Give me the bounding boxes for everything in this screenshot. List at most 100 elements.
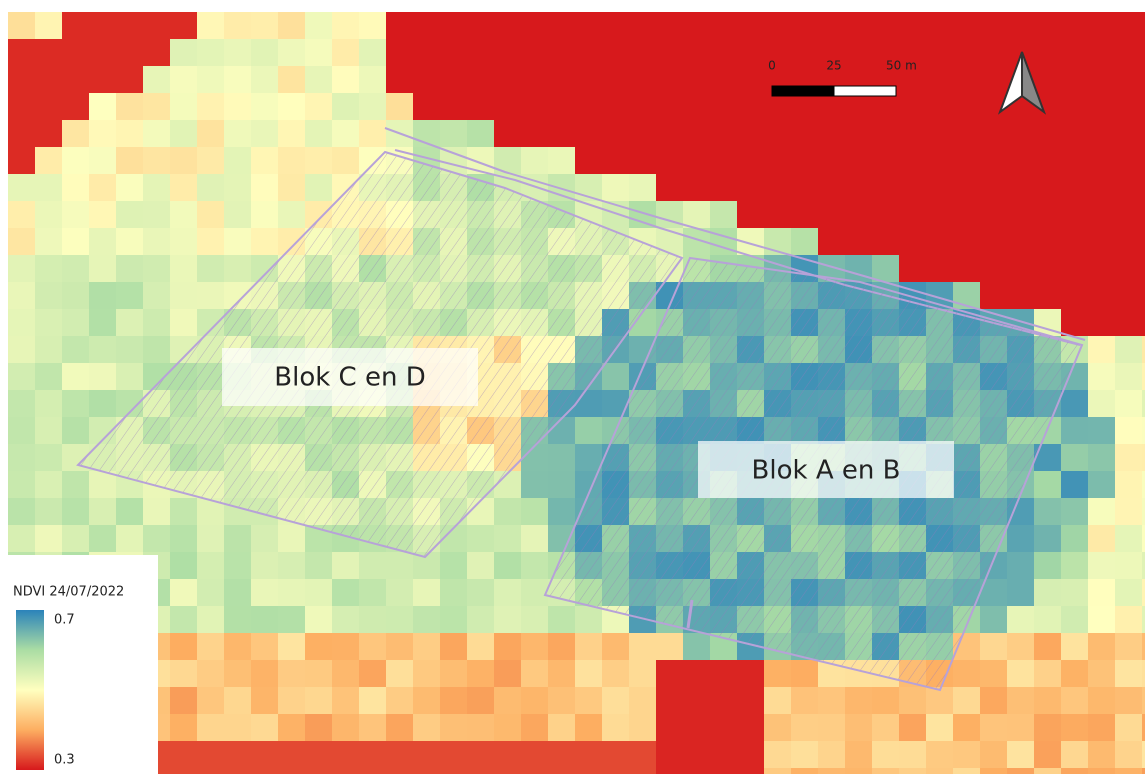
raster-cell	[1034, 147, 1062, 175]
raster-cell	[197, 39, 225, 67]
raster-cell	[710, 39, 738, 67]
raster-cell	[251, 66, 279, 94]
raster-cell	[170, 93, 198, 121]
raster-cell	[656, 120, 684, 148]
raster-cell	[602, 687, 630, 715]
raster-cell	[1088, 579, 1116, 607]
raster-cell	[602, 741, 630, 769]
raster-cell	[926, 93, 954, 121]
raster-cell	[35, 39, 63, 67]
raster-cell	[602, 633, 630, 661]
raster-cell	[683, 147, 711, 175]
raster-cell	[251, 147, 279, 175]
raster-cell	[1034, 120, 1062, 148]
raster-cell	[899, 93, 927, 121]
raster-cell	[62, 228, 90, 256]
raster-cell	[980, 201, 1008, 229]
raster-cell	[305, 39, 333, 67]
raster-cell	[521, 525, 549, 553]
raster-cell	[332, 93, 360, 121]
raster-cell	[548, 660, 576, 688]
raster-cell	[35, 417, 63, 445]
raster-cell	[953, 93, 981, 121]
raster-cell	[521, 498, 549, 526]
raster-cell	[170, 309, 198, 337]
raster-cell	[386, 768, 414, 774]
raster-cell	[602, 147, 630, 175]
raster-cell	[440, 660, 468, 688]
raster-cell	[413, 633, 441, 661]
raster-cell	[116, 363, 144, 391]
raster-cell	[143, 336, 171, 364]
raster-cell	[413, 768, 441, 774]
raster-cell	[953, 228, 981, 256]
raster-cell	[170, 282, 198, 310]
raster-cell	[494, 498, 522, 526]
raster-cell	[845, 201, 873, 229]
raster-cell	[683, 741, 711, 769]
raster-cell	[602, 714, 630, 742]
raster-cell	[1034, 498, 1062, 526]
raster-cell	[467, 579, 495, 607]
raster-cell	[629, 93, 657, 121]
raster-cell	[89, 336, 117, 364]
raster-cell	[1034, 741, 1062, 769]
raster-cell	[521, 579, 549, 607]
raster-cell	[359, 552, 387, 580]
raster-cell	[1061, 471, 1089, 499]
raster-cell	[791, 12, 819, 40]
raster-cell	[251, 12, 279, 40]
raster-cell	[656, 633, 684, 661]
raster-cell	[1088, 606, 1116, 634]
raster-cell	[62, 309, 90, 337]
raster-cell	[1061, 633, 1089, 661]
raster-cell	[575, 606, 603, 634]
raster-cell	[332, 687, 360, 715]
raster-cell	[224, 633, 252, 661]
raster-cell	[8, 93, 36, 121]
raster-cell	[575, 120, 603, 148]
raster-cell	[1115, 741, 1143, 769]
raster-cell	[575, 714, 603, 742]
raster-cell	[89, 255, 117, 283]
raster-cell	[467, 660, 495, 688]
raster-cell	[116, 255, 144, 283]
raster-cell	[1115, 498, 1143, 526]
raster-cell	[8, 471, 36, 499]
raster-cell	[197, 255, 225, 283]
raster-cell	[845, 228, 873, 256]
raster-cell	[440, 93, 468, 121]
raster-cell	[1088, 228, 1116, 256]
raster-cell	[359, 741, 387, 769]
raster-cell	[305, 66, 333, 94]
raster-cell	[197, 282, 225, 310]
raster-cell	[1007, 768, 1035, 774]
raster-cell	[8, 363, 36, 391]
raster-cell	[710, 660, 738, 688]
raster-cell	[683, 66, 711, 94]
raster-cell	[62, 525, 90, 553]
raster-cell	[602, 120, 630, 148]
raster-cell	[440, 579, 468, 607]
raster-cell	[872, 741, 900, 769]
raster-cell	[1034, 606, 1062, 634]
raster-cell	[197, 201, 225, 229]
raster-cell	[8, 12, 36, 40]
raster-cell	[35, 390, 63, 418]
raster-cell	[521, 714, 549, 742]
raster-cell	[980, 174, 1008, 202]
raster-cell	[710, 687, 738, 715]
raster-cell	[494, 741, 522, 769]
raster-cell	[35, 282, 63, 310]
raster-cell	[1088, 390, 1116, 418]
raster-cell	[35, 93, 63, 121]
raster-cell	[170, 255, 198, 283]
raster-cell	[548, 768, 576, 774]
raster-cell	[872, 120, 900, 148]
raster-cell	[251, 741, 279, 769]
raster-cell	[980, 12, 1008, 40]
raster-cell	[278, 768, 306, 774]
raster-cell	[953, 714, 981, 742]
raster-cell	[467, 39, 495, 67]
raster-cell	[170, 120, 198, 148]
